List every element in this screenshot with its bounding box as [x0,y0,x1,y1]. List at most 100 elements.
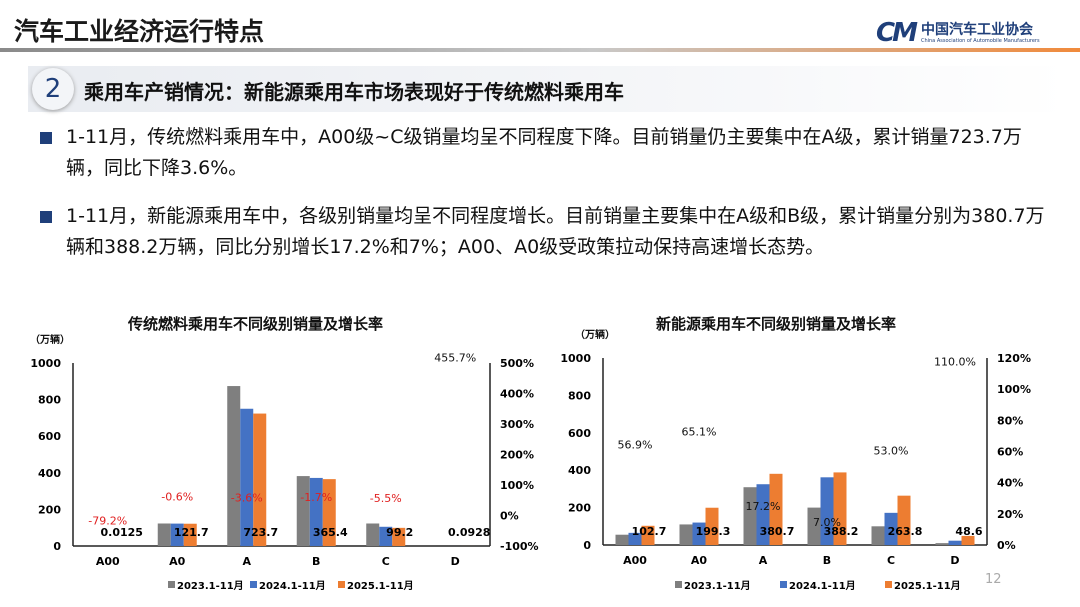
value-label: 199.3 [696,525,731,538]
x-tick-label: C [887,554,895,567]
legend-swatch [338,581,345,588]
legend-label: 2024.1-11月 [259,580,326,592]
bar-B-2 [322,479,336,546]
y-tick-label: 1000 [30,357,61,370]
bullet-square-icon [40,211,52,223]
legend-swatch [885,581,892,588]
chart2-unit: （万辆） [575,330,615,341]
y2-tick-label: 0% [500,510,519,523]
growth-label: -5.5% [370,492,402,505]
legend-label: 2025.1-11月 [347,580,414,592]
chart1-title: 传统燃料乘用车不同级别销量及增长率 [128,315,384,333]
bar-B-2 [833,472,847,545]
x-tick-label: A [242,555,251,568]
value-label: 380.7 [760,525,795,538]
y2-tick-label: 60% [997,446,1023,459]
value-label: 48.6 [955,525,982,538]
y-tick-label: 200 [38,503,61,516]
bar-D-0 [935,543,949,545]
y2-tick-label: 100% [997,383,1031,396]
bullet-square-icon [40,132,52,144]
growth-label: 53.0% [874,444,909,457]
x-tick-label: D [950,554,959,567]
growth-label: 17.2% [746,500,781,513]
x-tick-label: A00 [623,554,647,567]
bar-C-2 [392,527,406,546]
bar-A-2 [253,413,267,546]
bar-A-1 [240,408,254,546]
bar-A-0 [227,386,241,546]
value-label: 102.7 [632,525,667,538]
growth-label: -79.2% [88,515,127,528]
bar-A00-2 [641,525,655,545]
section-title: 乘用车产销情况：新能源乘用车市场表现好于传统燃料乘用车 [84,80,624,104]
bar-B-1 [820,477,834,545]
x-tick-label: A00 [96,555,120,568]
bar-A0-1 [170,523,184,546]
value-label: 99.2 [386,526,413,539]
header: 汽车工业经济运行特点 [0,0,1080,52]
bar-C-0 [366,523,380,546]
bar-A0-1 [692,522,706,545]
bar-A00-0 [615,534,629,545]
section-header: 2 乘用车产销情况：新能源乘用车市场表现好于传统燃料乘用车 [28,66,1068,112]
growth-label: 65.1% [682,426,717,439]
bullet-1: 1-11月，传统燃料乘用车中，A00级~C级销量均呈不同程度下降。目前销量仍主要… [40,122,1050,184]
logo: CM 中国汽车工业协会 China Association of Automob… [876,18,1040,48]
legend-swatch [168,581,175,588]
y-tick-label: 400 [38,467,61,480]
value-label: 0.0928 [448,526,490,539]
value-label: 263.8 [888,525,923,538]
x-tick-label: D [451,555,460,568]
y2-tick-label: 500% [500,357,534,370]
y2-tick-label: 300% [500,418,534,431]
value-label: 365.4 [313,526,348,539]
legend-label: 2023.1-11月 [177,580,244,592]
y2-tick-label: 200% [500,449,534,462]
y2-tick-label: 0% [997,539,1016,552]
chart-nev: 0 200 400 600 800 1000 0% 20% 40% 60% 80% 100% 120% 1… [560,352,1031,592]
legend-label: 2025.1-11月 [894,580,961,592]
legend-swatch [250,581,257,588]
header-divider [0,48,1080,52]
page-title: 汽车工业经济运行特点 [14,17,265,46]
growth-label: 7.0% [813,516,841,529]
growth-label: -0.6% [161,491,193,504]
bar-B-0 [807,507,821,545]
legend-swatch [675,581,682,588]
bar-A-1 [756,484,770,545]
bar-A-0 [743,487,757,545]
x-tick-label: A0 [691,554,708,567]
chart-traditional: 0 200 400 600 800 1000 -100% 0% 100% 200% 300% 400%… [30,352,539,592]
y-tick-label: 400 [568,464,591,477]
value-label: 121.7 [174,526,209,539]
bar-A-2 [769,473,783,545]
bar-A0-2 [705,507,719,545]
bar-C-2 [897,495,911,545]
growth-label: -1.7% [300,491,332,504]
logo-cn: 中国汽车工业协会 [920,21,1033,38]
y-tick-label: 600 [38,430,61,443]
page-number: 12 [985,572,1002,587]
chart2-title: 新能源乘用车不同级别销量及增长率 [656,315,897,333]
bullet-text: 1-11月，传统燃料乘用车中，A00级~C级销量均呈不同程度下降。目前销量仍主要… [66,126,1022,179]
growth-label: 110.0% [934,356,976,369]
y-tick-label: 0 [53,540,61,553]
bar-B-0 [296,476,310,546]
bar-A00-1 [628,532,642,545]
y-tick-label: 200 [568,502,591,515]
y2-tick-label: 400% [500,388,534,401]
logo-mark: CM [876,18,918,48]
legend-label: 2023.1-11月 [684,580,751,592]
growth-label: 455.7% [434,352,476,365]
growth-label: -3.6% [231,492,263,505]
value-label: 388.2 [824,525,859,538]
section-number: 2 [32,68,74,110]
bar-C-0 [871,526,885,545]
bar-B-1 [309,477,323,546]
legend-label: 2024.1-11月 [789,580,856,592]
x-tick-label: A0 [169,555,186,568]
y2-tick-label: 120% [997,352,1031,365]
y2-tick-label: -100% [500,540,539,553]
y-tick-label: 800 [38,394,61,407]
